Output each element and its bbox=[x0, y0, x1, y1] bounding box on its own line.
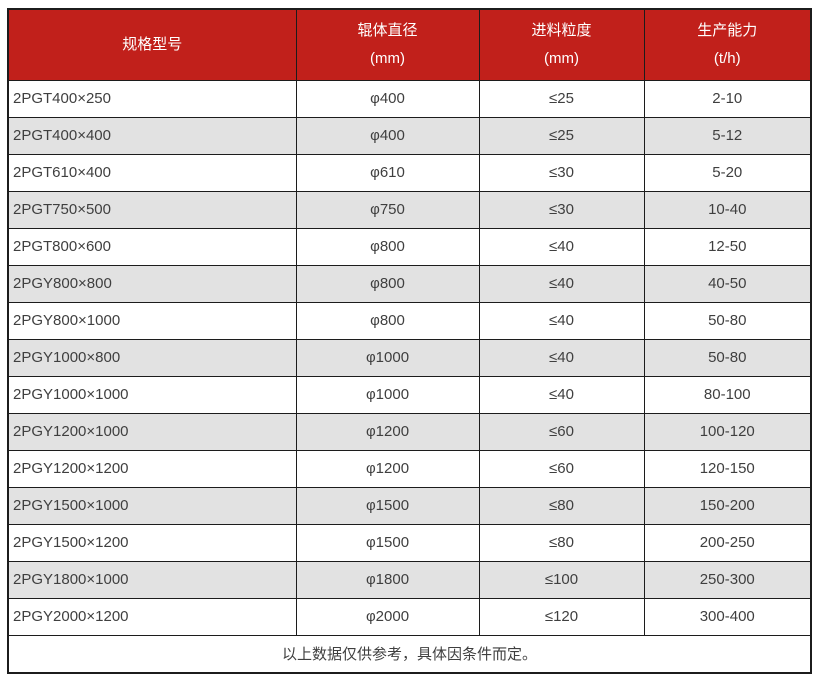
feed-size-cell: ≤40 bbox=[478, 227, 645, 266]
table-row: 2PGY1200×1200 φ1200 ≤60 120-150 bbox=[7, 449, 812, 488]
feed-size-cell: ≤40 bbox=[478, 375, 645, 414]
feed-size-cell: ≤120 bbox=[478, 597, 645, 636]
header-cell-model: 规格型号 bbox=[7, 8, 297, 81]
header-row: 规格型号 辊体直径 (mm) 进料粒度 (mm) 生产能力 (t/h) bbox=[7, 8, 812, 81]
model-cell: 2PGY1200×1200 bbox=[7, 449, 297, 488]
table-row: 2PGY800×800 φ800 ≤40 40-50 bbox=[7, 264, 812, 303]
roller-diameter-cell: φ400 bbox=[295, 116, 480, 155]
header-title: 辊体直径 bbox=[357, 22, 418, 39]
model-cell: 2PGY1000×1000 bbox=[7, 375, 297, 414]
roller-diameter-cell: φ400 bbox=[295, 79, 480, 118]
model-cell: 2PGY1500×1000 bbox=[7, 486, 297, 525]
table-row: 2PGT750×500 φ750 ≤30 10-40 bbox=[7, 190, 812, 229]
header-title: 进料粒度 bbox=[531, 22, 592, 39]
table-row: 2PGT400×400 φ400 ≤25 5-12 bbox=[7, 116, 812, 155]
roller-diameter-cell: φ1000 bbox=[295, 375, 480, 414]
model-cell: 2PGY1200×1000 bbox=[7, 412, 297, 451]
header-title: 生产能力 bbox=[697, 22, 758, 39]
capacity-cell: 120-150 bbox=[643, 449, 812, 488]
feed-size-cell: ≤30 bbox=[478, 190, 645, 229]
capacity-cell: 50-80 bbox=[643, 301, 812, 340]
capacity-cell: 200-250 bbox=[643, 523, 812, 562]
header-unit: (mm) bbox=[370, 49, 405, 67]
feed-size-cell: ≤30 bbox=[478, 153, 645, 192]
model-cell: 2PGY1800×1000 bbox=[7, 560, 297, 599]
roller-diameter-cell: φ750 bbox=[295, 190, 480, 229]
capacity-cell: 300-400 bbox=[643, 597, 812, 636]
table-row: 2PGY2000×1200 φ2000 ≤120 300-400 bbox=[7, 597, 812, 636]
table-row: 2PGY1000×800 φ1000 ≤40 50-80 bbox=[7, 338, 812, 377]
roller-diameter-cell: φ1200 bbox=[295, 412, 480, 451]
model-cell: 2PGY800×800 bbox=[7, 264, 297, 303]
table-row: 2PGY1000×1000 φ1000 ≤40 80-100 bbox=[7, 375, 812, 414]
roller-diameter-cell: φ800 bbox=[295, 301, 480, 340]
table-row: 2PGT400×250 φ400 ≤25 2-10 bbox=[7, 79, 812, 118]
feed-size-cell: ≤60 bbox=[478, 412, 645, 451]
table-row: 2PGY1800×1000 φ1800 ≤100 250-300 bbox=[7, 560, 812, 599]
model-cell: 2PGY1000×800 bbox=[7, 338, 297, 377]
model-cell: 2PGT800×600 bbox=[7, 227, 297, 266]
feed-size-cell: ≤60 bbox=[478, 449, 645, 488]
capacity-cell: 40-50 bbox=[643, 264, 812, 303]
table-row: 2PGY800×1000 φ800 ≤40 50-80 bbox=[7, 301, 812, 340]
capacity-cell: 5-20 bbox=[643, 153, 812, 192]
feed-size-cell: ≤40 bbox=[478, 301, 645, 340]
model-cell: 2PGY2000×1200 bbox=[7, 597, 297, 636]
table-row: 2PGT610×400 φ610 ≤30 5-20 bbox=[7, 153, 812, 192]
roller-diameter-cell: φ1200 bbox=[295, 449, 480, 488]
feed-size-cell: ≤100 bbox=[478, 560, 645, 599]
model-cell: 2PGT400×250 bbox=[7, 79, 297, 118]
capacity-cell: 12-50 bbox=[643, 227, 812, 266]
feed-size-cell: ≤80 bbox=[478, 486, 645, 525]
roller-diameter-cell: φ610 bbox=[295, 153, 480, 192]
header-unit: (t/h) bbox=[713, 49, 741, 67]
capacity-cell: 2-10 bbox=[643, 79, 812, 118]
capacity-cell: 5-12 bbox=[643, 116, 812, 155]
table-header: 规格型号 辊体直径 (mm) 进料粒度 (mm) 生产能力 (t/h) bbox=[7, 8, 812, 81]
table-row: 2PGY1500×1200 φ1500 ≤80 200-250 bbox=[7, 523, 812, 562]
header-cell-capacity: 生产能力 (t/h) bbox=[643, 8, 812, 81]
header-cell-feed-size: 进料粒度 (mm) bbox=[478, 8, 645, 81]
model-cell: 2PGT400×400 bbox=[7, 116, 297, 155]
table-row: 2PGY1200×1000 φ1200 ≤60 100-120 bbox=[7, 412, 812, 451]
feed-size-cell: ≤25 bbox=[478, 116, 645, 155]
header-title: 规格型号 bbox=[122, 35, 183, 53]
capacity-cell: 100-120 bbox=[643, 412, 812, 451]
model-cell: 2PGT750×500 bbox=[7, 190, 297, 229]
table-body: 2PGT400×250 φ400 ≤25 2-10 2PGT400×400 φ400 ≤25… bbox=[7, 79, 812, 636]
roller-diameter-cell: φ800 bbox=[295, 264, 480, 303]
table-row: 2PGY1500×1000 φ1500 ≤80 150-200 bbox=[7, 486, 812, 525]
capacity-cell: 250-300 bbox=[643, 560, 812, 599]
capacity-cell: 80-100 bbox=[643, 375, 812, 414]
header-unit: (mm) bbox=[544, 49, 579, 67]
roller-diameter-cell: φ1500 bbox=[295, 486, 480, 525]
roller-diameter-cell: φ800 bbox=[295, 227, 480, 266]
roller-diameter-cell: φ1500 bbox=[295, 523, 480, 562]
model-cell: 2PGT610×400 bbox=[7, 153, 297, 192]
capacity-cell: 10-40 bbox=[643, 190, 812, 229]
model-cell: 2PGY800×1000 bbox=[7, 301, 297, 340]
table-footer: 以上数据仅供参考，具体因条件而定。 bbox=[7, 634, 812, 674]
roller-diameter-cell: φ1000 bbox=[295, 338, 480, 377]
footnote-row: 以上数据仅供参考，具体因条件而定。 bbox=[7, 634, 812, 674]
feed-size-cell: ≤25 bbox=[478, 79, 645, 118]
spec-table: 规格型号 辊体直径 (mm) 进料粒度 (mm) 生产能力 (t/h) 2PGT… bbox=[7, 8, 812, 674]
feed-size-cell: ≤80 bbox=[478, 523, 645, 562]
feed-size-cell: ≤40 bbox=[478, 264, 645, 303]
header-cell-roller-diameter: 辊体直径 (mm) bbox=[295, 8, 480, 81]
footnote-text: 以上数据仅供参考，具体因条件而定。 bbox=[7, 634, 812, 674]
capacity-cell: 150-200 bbox=[643, 486, 812, 525]
roller-diameter-cell: φ2000 bbox=[295, 597, 480, 636]
roller-diameter-cell: φ1800 bbox=[295, 560, 480, 599]
table-row: 2PGT800×600 φ800 ≤40 12-50 bbox=[7, 227, 812, 266]
feed-size-cell: ≤40 bbox=[478, 338, 645, 377]
model-cell: 2PGY1500×1200 bbox=[7, 523, 297, 562]
capacity-cell: 50-80 bbox=[643, 338, 812, 377]
